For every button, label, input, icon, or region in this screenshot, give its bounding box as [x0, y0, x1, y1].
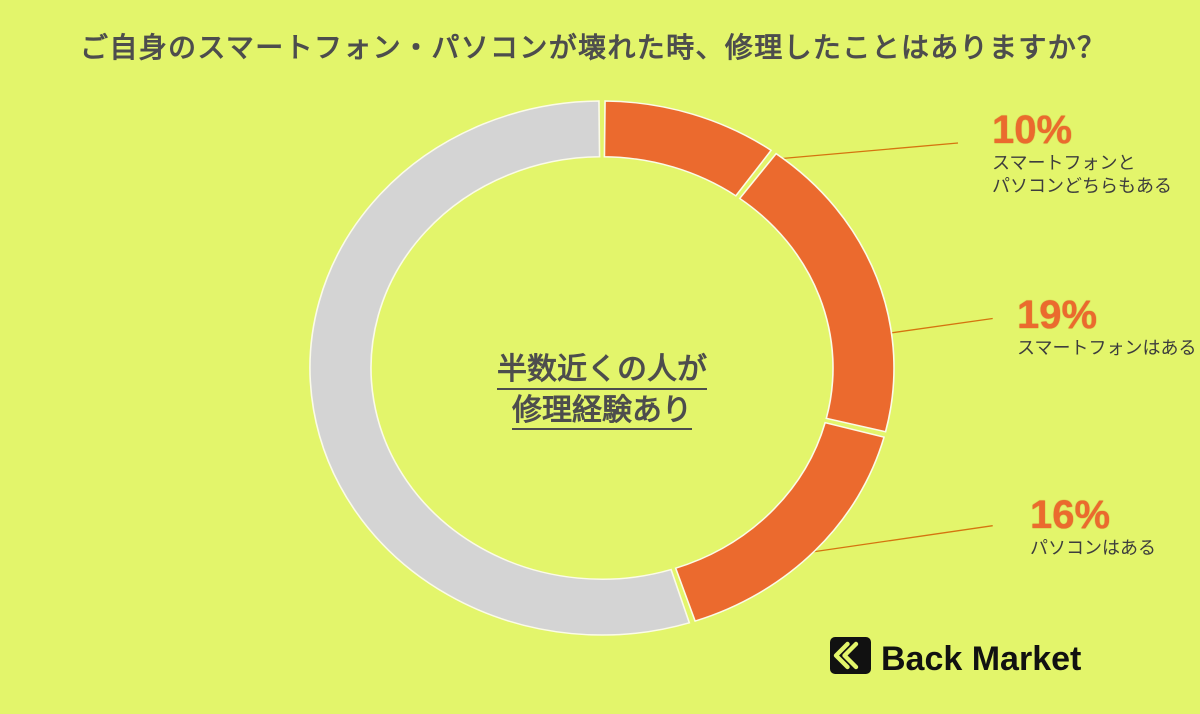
svg-text:Back Market: Back Market	[881, 640, 1081, 678]
